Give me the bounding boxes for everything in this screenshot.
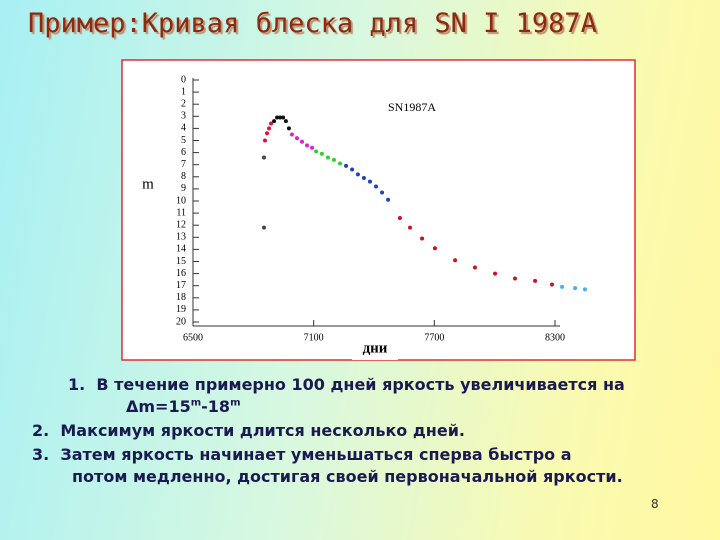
data-point (397, 215, 402, 220)
data-point (573, 286, 578, 291)
y-tick-label: 2 (181, 98, 186, 109)
item-number: 3. (32, 445, 50, 464)
data-point (286, 126, 291, 131)
data-point (420, 236, 425, 241)
x-tick-label: 8300 (545, 332, 565, 343)
data-point (289, 132, 294, 137)
data-point (453, 258, 458, 263)
y-tick-label: 1 (181, 86, 186, 97)
data-point (512, 276, 517, 281)
data-point (560, 284, 565, 289)
data-point (367, 179, 372, 184)
data-point (355, 172, 360, 177)
data-point (278, 115, 283, 120)
data-point (338, 161, 343, 166)
y-tick-label: 6 (181, 147, 186, 158)
data-point (472, 265, 477, 270)
x-label-bg (352, 338, 398, 360)
list-item: 1. В течение примерно 100 дней яркость у… (68, 375, 625, 394)
data-point (350, 167, 355, 172)
x-tick-label: 6500 (183, 332, 203, 343)
formula-sup: m (190, 397, 202, 409)
data-point (331, 157, 336, 162)
y-tick-label: 5 (181, 135, 186, 146)
data-point (261, 155, 266, 160)
y-axis-label: m (142, 176, 154, 192)
y-tick-label: 17 (176, 280, 186, 291)
item-text: потом медленно, достигая своей первонача… (72, 467, 623, 486)
slide-title: Пример:Кривая блеска для SN I 1987A (28, 8, 597, 39)
data-point (283, 119, 288, 124)
item-number: 2. (32, 421, 50, 440)
data-point (533, 278, 538, 283)
data-point (432, 246, 437, 251)
y-tick-label: 9 (181, 183, 186, 194)
data-point (305, 143, 310, 148)
formula-part: -18 (201, 397, 231, 416)
data-point (344, 163, 349, 168)
data-point (275, 115, 280, 120)
data-point (281, 115, 286, 120)
page-number: 8 (651, 497, 659, 511)
data-point (380, 190, 385, 195)
data-point (386, 197, 391, 202)
data-point (361, 176, 366, 181)
data-point (269, 121, 274, 126)
y-tick-label: 3 (181, 111, 186, 122)
y-tick-label: 19 (176, 304, 186, 315)
y-tick-label: 20 (176, 316, 186, 327)
data-point (493, 271, 498, 276)
y-tick-label: 10 (176, 195, 186, 206)
data-point (314, 149, 319, 154)
y-tick-label: 13 (176, 232, 186, 243)
chart-frame (121, 59, 636, 361)
data-point (319, 151, 324, 156)
data-point (549, 282, 554, 287)
x-axis-label: дни (363, 340, 388, 356)
data-point (272, 119, 277, 124)
y-tick-label: 11 (176, 207, 186, 218)
item-number: 1. (68, 375, 86, 394)
data-point (374, 184, 379, 189)
data-point (407, 225, 412, 230)
y-tick-label: 7 (181, 159, 186, 170)
y-tick-label: 12 (176, 219, 186, 230)
data-point (265, 131, 270, 136)
data-point (261, 225, 266, 230)
data-point (262, 138, 267, 143)
formula-sup: m (230, 397, 241, 409)
x-tick-label: 7700 (424, 332, 444, 343)
item-text: Затем яркость начинает уменьшаться сперв… (60, 445, 572, 464)
list-item-cont: потом медленно, достигая своей первонача… (72, 467, 623, 486)
formula: Δm=15m-18m (126, 397, 240, 416)
list-item: 3. Затем яркость начинает уменьшаться сп… (32, 445, 572, 464)
data-point (267, 126, 272, 131)
y-tick-label: 8 (181, 171, 186, 182)
data-point (325, 155, 330, 160)
formula-part: Δm=15 (126, 397, 191, 416)
y-tick-label: 16 (176, 268, 186, 279)
y-tick-label: 15 (176, 256, 186, 267)
data-point (310, 145, 315, 150)
data-point (300, 139, 305, 144)
data-point (582, 287, 587, 292)
y-tick-label: 4 (181, 123, 186, 134)
item-text: В течение примерно 100 дней яркость увел… (96, 375, 625, 394)
data-point (294, 136, 299, 141)
y-tick-label: 14 (176, 244, 186, 255)
list-item: 2. Максимум яркости длится несколько дне… (32, 421, 465, 440)
item-text: Максимум яркости длится несколько дней. (60, 421, 465, 440)
y-tick-label: 18 (176, 292, 186, 303)
x-tick-label: 7100 (304, 332, 324, 343)
y-tick-label: 0 (181, 74, 186, 85)
chart-annotation: SN1987A (388, 100, 436, 114)
